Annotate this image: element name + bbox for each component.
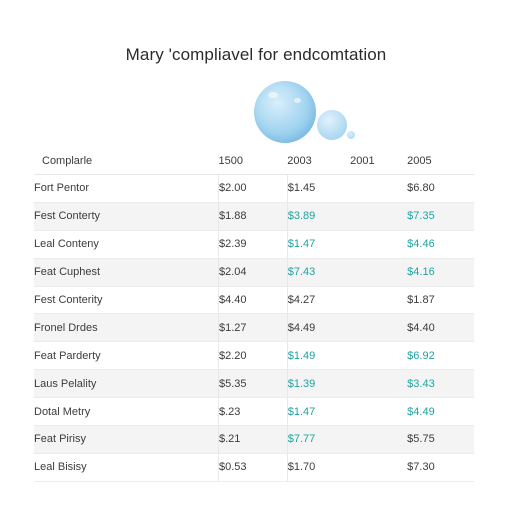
large-bubble	[254, 81, 316, 143]
value-cell: $3.43	[407, 369, 474, 399]
column-header: 2003	[287, 155, 312, 167]
value-cell: $4.40	[217, 285, 288, 315]
row-label-cell: Leal Bisisy	[34, 452, 219, 482]
row-label-cell: Fort Pentor	[34, 174, 219, 203]
value-cell: $.23	[217, 397, 288, 427]
value-cell: $1.70	[286, 452, 351, 482]
table-row: Feat Parderty $2.20 $1.49 $6.92	[34, 341, 474, 371]
value-cell	[350, 341, 408, 371]
value-cell: $.21	[217, 425, 288, 454]
row-label-cell: Leal Conteny	[34, 229, 219, 259]
row-label-cell: Fest Conterity	[34, 285, 219, 315]
table-row: Feat Pirisy $.21 $7.77 $5.75	[34, 425, 474, 454]
value-cell: $4.16	[407, 257, 474, 287]
row-label-cell: Fest Conterty	[34, 201, 219, 231]
value-cell: $6.80	[407, 174, 474, 203]
row-label-cell: Dotal Metry	[34, 397, 219, 427]
value-cell: $1.87	[407, 285, 474, 315]
column-header: Complarle	[42, 155, 93, 167]
table-row: Leal Conteny $2.39 $1.47 $4.46	[34, 229, 474, 259]
table-body: Fort Pentor $2.00 $1.45 $6.80 Fest Conterty $…	[34, 174, 474, 482]
value-cell: $1.39	[286, 369, 351, 399]
value-cell	[350, 313, 408, 343]
value-cell: $2.00	[217, 174, 288, 203]
row-label-cell: Fronel Drdes	[34, 313, 219, 343]
value-cell: $3.89	[286, 201, 351, 231]
table-row: Fort Pentor $2.00 $1.45 $6.80	[34, 174, 474, 203]
table-row: Leal Bisisy $0.53 $1.70 $7.30	[34, 452, 474, 482]
row-label-cell: Feat Pirisy	[34, 425, 219, 454]
value-cell	[350, 229, 408, 259]
value-cell: $7.43	[286, 257, 351, 287]
value-cell: $0.53	[217, 452, 288, 482]
value-cell: $1.27	[217, 313, 288, 343]
value-cell	[350, 397, 408, 427]
table-header-row: Complarle 1500 2003 2001 2005	[34, 148, 474, 175]
value-cell	[350, 257, 408, 287]
value-cell: $1.45	[286, 174, 351, 203]
table-row: Fest Conterity $4.40 $4.27 $1.87	[34, 285, 474, 315]
column-header: 2001	[350, 155, 375, 167]
value-cell: $7.77	[286, 425, 351, 454]
value-cell: $1.88	[217, 201, 288, 231]
small-bubble	[347, 131, 355, 139]
column-header: 1500	[218, 155, 243, 167]
medium-bubble	[317, 110, 347, 140]
value-cell: $1.47	[286, 397, 351, 427]
value-cell	[350, 369, 408, 399]
value-cell	[350, 201, 408, 231]
table-row: Dotal Metry $.23 $1.47 $4.49	[34, 397, 474, 427]
column-header: 2005	[407, 155, 432, 167]
value-cell: $2.20	[217, 341, 288, 371]
value-cell: $4.49	[286, 313, 351, 343]
bubble-highlight	[268, 92, 278, 98]
value-cell: $4.49	[407, 397, 474, 427]
table-row: Feat Cuphest $2.04 $7.43 $4.16	[34, 257, 474, 287]
bubbles-illustration	[250, 78, 370, 148]
value-cell	[350, 425, 408, 454]
value-cell: $4.46	[407, 229, 474, 259]
value-cell: $2.39	[217, 229, 288, 259]
value-cell: $2.04	[217, 257, 288, 287]
value-cell: $7.35	[407, 201, 474, 231]
row-label-cell: Feat Cuphest	[34, 257, 219, 287]
row-label-cell: Feat Parderty	[34, 341, 219, 371]
value-cell: $1.49	[286, 341, 351, 371]
page-title: Mary 'compliavel for endcomtation	[125, 45, 387, 64]
bubble-highlight	[294, 98, 301, 103]
value-cell: $4.40	[407, 313, 474, 343]
value-cell: $6.92	[407, 341, 474, 371]
row-label-cell: Laus Pelality	[34, 369, 219, 399]
value-cell: $4.27	[286, 285, 351, 315]
value-cell	[350, 174, 408, 203]
value-cell: $5.75	[407, 425, 474, 454]
table-row: Fest Conterty $1.88 $3.89 $7.35	[34, 201, 474, 231]
value-cell: $7.30	[407, 452, 474, 482]
table-row: Fronel Drdes $1.27 $4.49 $4.40	[34, 313, 474, 343]
table-row: Laus Pelality $5.35 $1.39 $3.43	[34, 369, 474, 399]
value-cell: $1.47	[286, 229, 351, 259]
value-cell	[350, 285, 408, 315]
value-cell: $5.35	[217, 369, 288, 399]
value-cell	[350, 452, 408, 482]
data-table: Complarle 1500 2003 2001 2005 Fort Pento…	[34, 148, 474, 482]
